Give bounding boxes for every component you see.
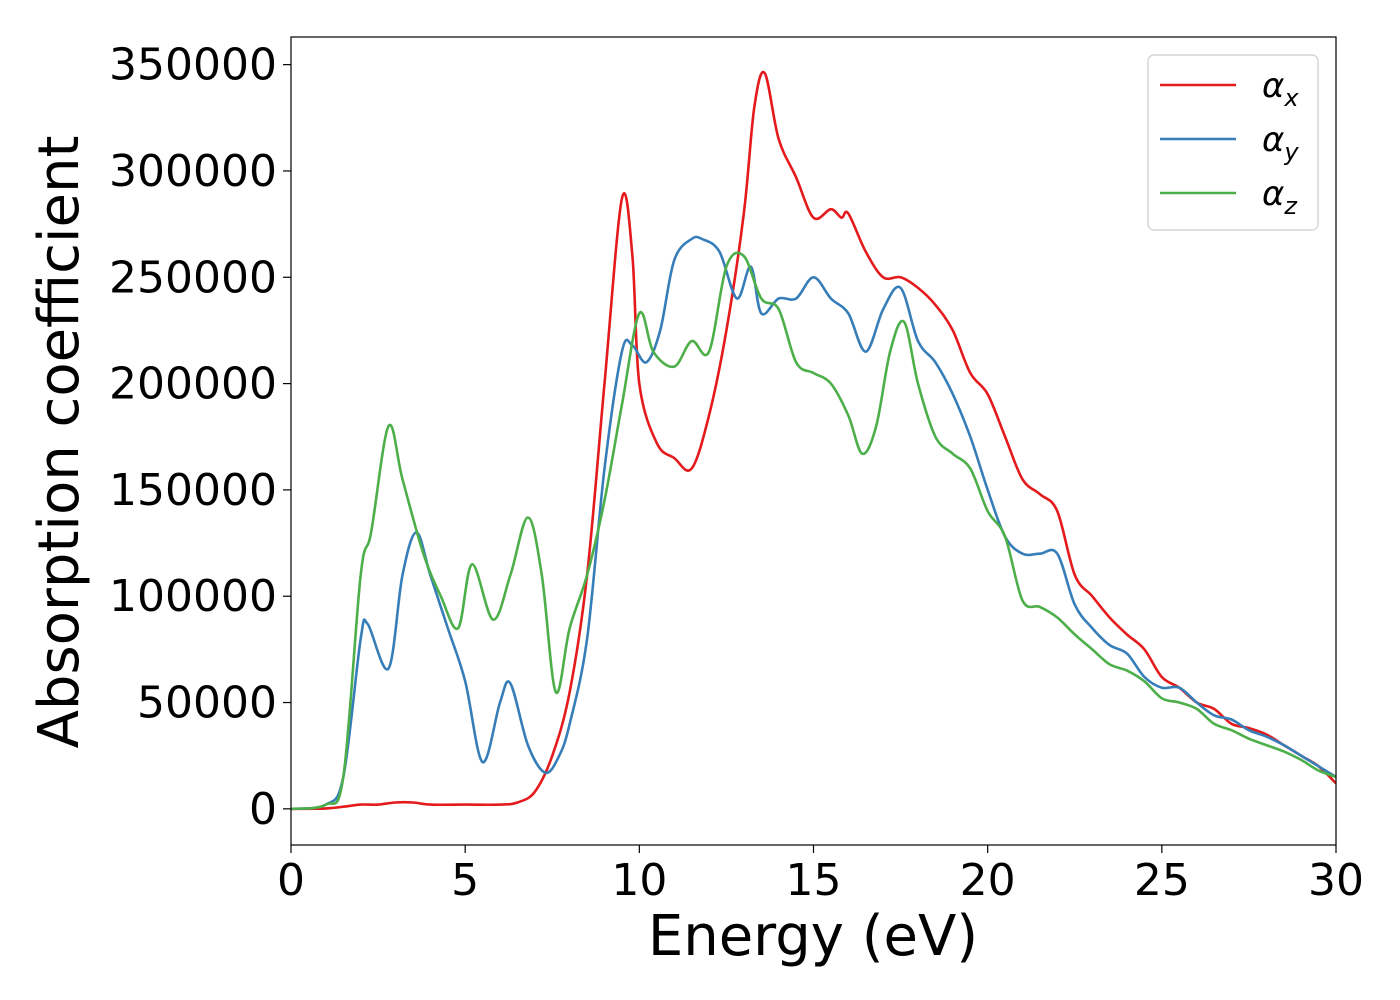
y-tick-label: 100000: [109, 571, 277, 622]
y-axis-ticks: 0 50000 100000 150000 200000 250000 300000 3500…: [109, 40, 291, 835]
legend: αx αy αz: [1147, 54, 1319, 231]
y-tick-label: 250000: [109, 252, 277, 303]
x-tick-label: 30: [1308, 855, 1364, 906]
x-tick-label: 25: [1134, 855, 1190, 906]
y-tick-label: 150000: [109, 465, 277, 516]
x-tick-label: 20: [960, 855, 1016, 906]
y-tick-label: 300000: [109, 146, 277, 197]
y-tick-label: 0: [249, 784, 277, 835]
series-line-z: [290, 251, 1337, 811]
x-tick-label: 15: [786, 855, 842, 906]
series-line-y: [290, 235, 1337, 811]
x-tick-label: 10: [611, 855, 667, 906]
x-tick-label: 0: [277, 855, 305, 906]
x-axis-ticks: 0 5 10 15 20 25 30: [277, 845, 1364, 906]
series-layer: [290, 70, 1337, 811]
y-tick-label: 200000: [109, 359, 277, 410]
x-tick-label: 5: [451, 855, 479, 906]
series-line-x: [290, 70, 1337, 811]
y-tick-label: 50000: [137, 678, 277, 729]
y-tick-label: 350000: [109, 40, 277, 91]
legend-label-x: αx: [1262, 66, 1299, 112]
y-axis-label: Absorption coefficient: [27, 136, 92, 749]
legend-label-z: αz: [1262, 174, 1298, 220]
x-axis-label: Energy (eV): [648, 904, 978, 969]
legend-box: [1147, 54, 1319, 231]
legend-label-y: αy: [1262, 120, 1299, 166]
